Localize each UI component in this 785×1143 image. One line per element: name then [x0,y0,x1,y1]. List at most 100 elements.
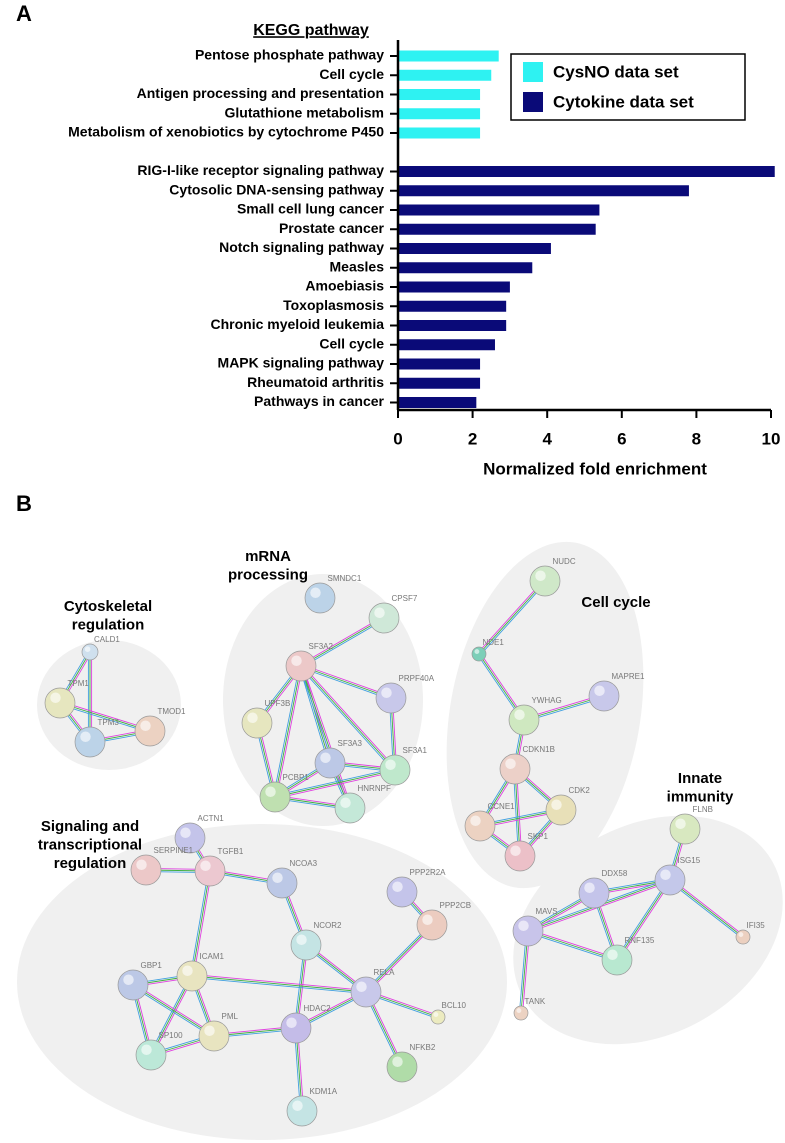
legend-swatch [523,92,543,112]
node [286,1095,318,1127]
y-tick-label: Cell cycle [319,335,384,351]
node-highlight [291,655,302,666]
edge [300,617,385,667]
node-label: SF3A1 [403,746,428,755]
edge [299,666,329,764]
bar [398,108,481,120]
node-label: DDX58 [602,869,628,878]
legend-box [510,53,746,121]
y-tick-label: Metabolism of xenobiotics by cytochrome … [68,124,384,140]
edge [299,666,395,772]
x-tick-label: 6 [617,429,626,448]
x-axis-title: Normalized fold enrichment [483,459,707,478]
edge [364,923,432,992]
node-label: HNRNPF [358,784,391,793]
x-tick-label: 10 [762,429,781,448]
node [280,1012,312,1044]
node [508,704,540,736]
node-highlight [381,687,392,698]
node-label: CPSF7 [392,594,418,603]
y-tick-label: Measles [330,258,385,274]
node [375,682,407,714]
group-label: regulation [54,855,127,872]
y-tick-label: Notch signaling pathway [219,239,384,255]
bar [398,223,596,235]
edge [669,879,744,938]
edge [670,878,745,937]
node-label: CCNE1 [488,802,516,811]
edge [274,768,395,796]
node [513,1005,529,1021]
legend-label: CysNO data set [553,62,679,81]
x-tick-label: 2 [468,429,477,448]
node [285,650,317,682]
edge [668,880,743,939]
node [601,944,633,976]
node [74,726,106,758]
node-label: PPP2CB [440,901,472,910]
edge [301,618,386,668]
legend-swatch [523,62,543,82]
edge [302,665,352,808]
edge [528,929,618,959]
edge [59,702,151,732]
node [386,876,418,908]
edge [132,984,215,1037]
edge [527,930,618,961]
x-tick-label: 0 [393,429,402,448]
node-label: CDK2 [569,786,591,795]
bar [398,339,495,351]
group-label: regulation [72,616,145,633]
node-highlight [140,720,151,731]
node [735,929,751,945]
node-label: SF3A3 [338,739,363,748]
node-label: TANK [525,997,546,1006]
node-label: SF3A2 [309,642,334,651]
node-label: BCL10 [442,1001,467,1010]
node-highlight [374,607,385,618]
node [81,643,99,661]
node-highlight [392,881,403,892]
node-highlight [247,712,258,723]
node [135,1039,167,1071]
node [290,929,322,961]
edge [191,870,211,977]
edge [365,924,433,993]
node-highlight [738,932,744,937]
y-tick-label: Toxoplasmosis [283,297,384,313]
edge [299,666,349,809]
edge [274,665,302,798]
edge [477,579,545,654]
node-label: PML [222,1012,239,1021]
node-highlight [470,815,481,826]
node-highlight [514,709,525,720]
node-label: PRPF40A [399,674,435,683]
y-tick-label: Pentose phosphate pathway [195,47,384,63]
node [241,707,273,739]
node-label: SMNDC1 [328,574,362,583]
bar [398,377,481,389]
node [499,753,531,785]
node-label: YWHAG [532,696,562,705]
group-label: Cell cycle [581,594,650,611]
bar [398,127,481,139]
node-highlight [292,1100,303,1111]
group-label: processing [228,566,308,583]
edge [133,983,216,1036]
node-highlight [474,649,480,654]
node-label: TGFB1 [218,847,244,856]
node [368,602,400,634]
node [266,867,298,899]
edge [276,666,304,798]
node-highlight [123,974,134,985]
node [430,1009,446,1025]
edge [274,769,396,798]
node-highlight [136,859,147,870]
node [545,794,577,826]
node-label: NFKB2 [410,1043,436,1052]
bar [398,243,551,254]
edge [193,871,213,977]
node [304,582,336,614]
group-label: Cytoskeletal [64,598,152,615]
